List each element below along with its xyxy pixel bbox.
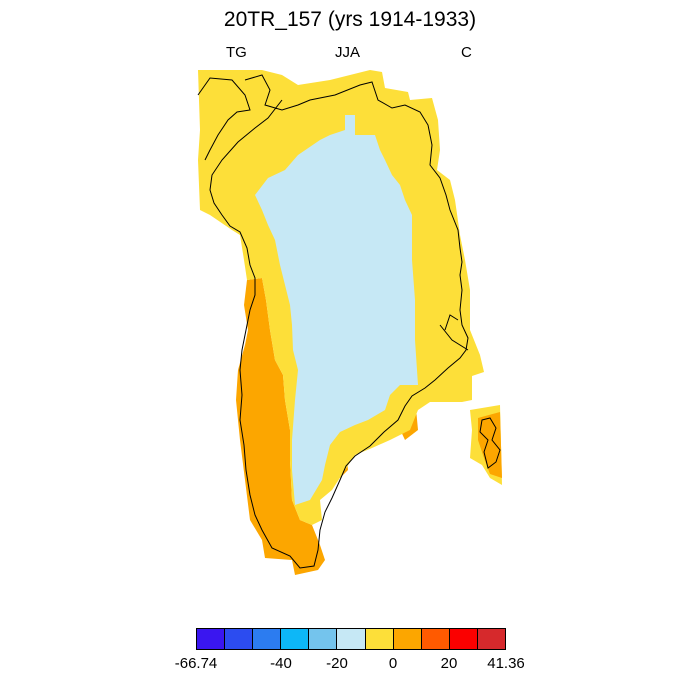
colorbar-swatch-2: [253, 629, 282, 649]
colorbar-tick-label: 0: [388, 655, 398, 672]
coastline: [197, 74, 501, 569]
ice-interior: [255, 115, 418, 505]
right-label: C: [461, 44, 472, 61]
colorbar-swatch-0: [197, 629, 226, 649]
center-label: JJA: [335, 44, 361, 61]
colorbar-tick-label: -66.74: [174, 655, 218, 672]
colorbar-tick-label: 20: [440, 655, 458, 672]
colorbar-swatch-1: [225, 629, 254, 649]
map-title: 20TR_157 (yrs 1914-1933): [223, 8, 477, 31]
colorbar-swatch-5: [337, 629, 366, 649]
colorbar-tick-label: -40: [270, 655, 292, 672]
colorbar: [196, 628, 506, 650]
colorbar-swatch-8: [421, 629, 450, 649]
left-label: TG: [226, 44, 247, 61]
colorbar-tick-label: -20: [326, 655, 348, 672]
colorbar-swatch-7: [393, 629, 422, 649]
warm-band-nw-strip: [244, 278, 270, 330]
colorbar-swatch-10: [477, 629, 506, 649]
warm-band-west: [236, 330, 325, 575]
colorbar-swatch-3: [281, 629, 310, 649]
colorbar-swatch-4: [309, 629, 338, 649]
colorbar-swatch-9: [449, 629, 478, 649]
colorbar-tick-label: 41.36: [487, 655, 525, 672]
colorbar-swatch-6: [365, 629, 394, 649]
